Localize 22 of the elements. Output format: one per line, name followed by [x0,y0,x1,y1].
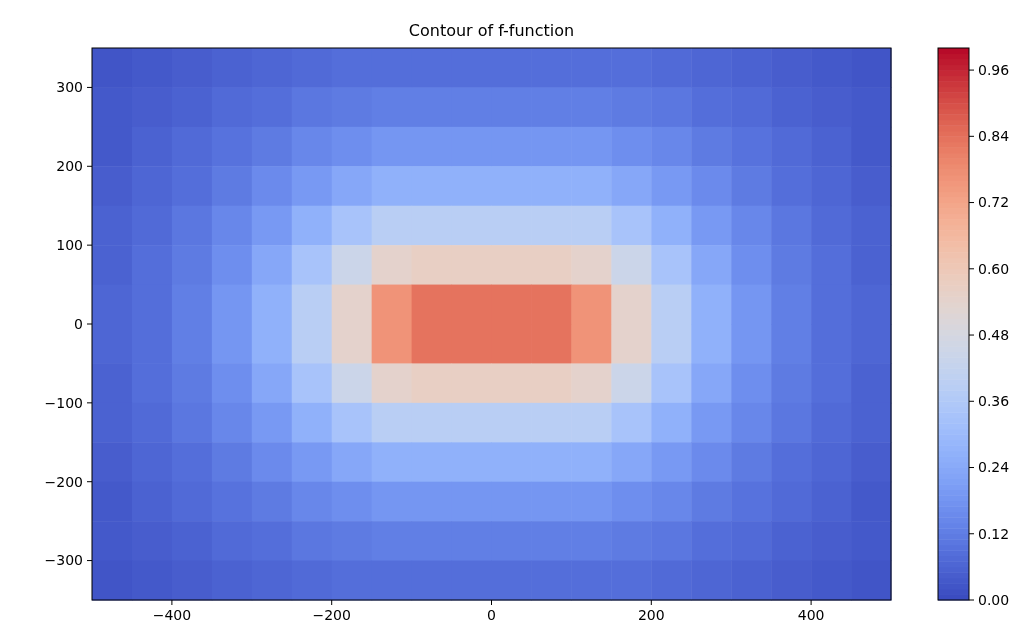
color-bar-label: 0.48 [978,326,1010,343]
color-bar-label: 0.72 [978,194,1010,211]
y-tick-label: −200 [44,473,83,490]
x-tick-label: 0 [487,607,496,623]
color-bar-label: 0.12 [978,525,1010,542]
x-tick-label: 200 [637,607,665,623]
chart-title: Contour of f-function [408,21,575,40]
x-tick-label: −400 [152,607,192,623]
color-bar-label: 0.96 [978,61,1010,78]
y-tick-label: −300 [44,552,83,569]
color-bar-label: 0.00 [978,591,1010,608]
y-tick-label: 100 [56,237,83,254]
color-bar-label: 0.36 [978,393,1010,410]
y-tick-label: 200 [56,158,83,175]
x-tick-label: 400 [797,607,825,623]
y-tick-label: −100 [44,394,83,411]
y-tick-label: 300 [56,79,83,96]
color-bar-label: 0.60 [978,260,1010,277]
y-tick-label: 0 [74,315,83,332]
color-bar-label: 0.84 [978,128,1010,145]
color-bar-label: 0.24 [978,459,1010,476]
x-tick-label: −200 [312,607,351,623]
